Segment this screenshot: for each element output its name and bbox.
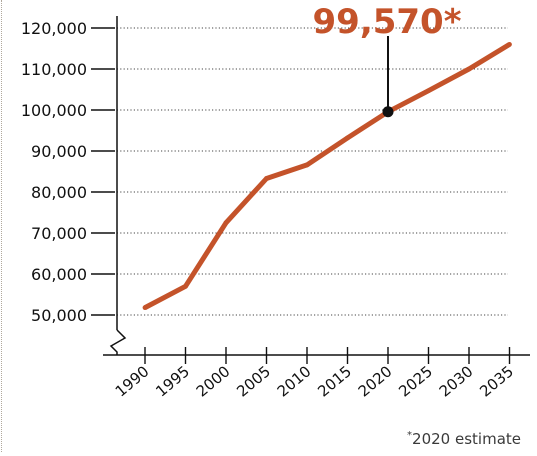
y-tick-label: 50,000 [31, 306, 87, 325]
data-point [466, 66, 472, 72]
data-point [223, 220, 229, 226]
y-tick-label: 110,000 [21, 60, 87, 79]
data-point [507, 42, 512, 47]
y-tick-label: 80,000 [31, 183, 87, 202]
y-tick-label: 90,000 [31, 142, 87, 161]
data-point [426, 88, 431, 94]
x-tick-label: 2035 [476, 362, 517, 400]
footnote-text: 2020 estimate [412, 430, 521, 448]
y-tick-label: 70,000 [31, 224, 87, 243]
data-point [264, 176, 269, 181]
data-point [183, 283, 188, 289]
x-tick-label: 2020 [355, 362, 396, 400]
y-tick-label: 120,000 [21, 19, 87, 38]
footnote-marker: * [407, 430, 413, 441]
series-line [143, 42, 511, 310]
data-point [304, 162, 310, 168]
y-tick-label: 60,000 [31, 265, 87, 284]
x-tick-label: 2030 [436, 362, 477, 400]
data-point [142, 305, 148, 311]
footnote: *2020 estimate [407, 430, 521, 448]
x-tick-label: 2005 [233, 362, 274, 400]
x-tick-label: 1995 [152, 362, 193, 400]
annotation-label: 99,570* [313, 2, 462, 42]
data-point [345, 135, 350, 141]
x-tick-label: 2010 [274, 362, 315, 400]
x-tick-label: 1990 [112, 362, 153, 400]
y-tick-label: 100,000 [21, 101, 87, 120]
x-tick-label: 2000 [193, 362, 234, 400]
y-axis-break-mark [109, 329, 127, 355]
page-edge-dotted-border [1, 0, 2, 452]
x-tick-label: 2015 [314, 362, 355, 400]
annotation-marker [382, 106, 394, 118]
x-tick-label: 2025 [395, 362, 436, 400]
